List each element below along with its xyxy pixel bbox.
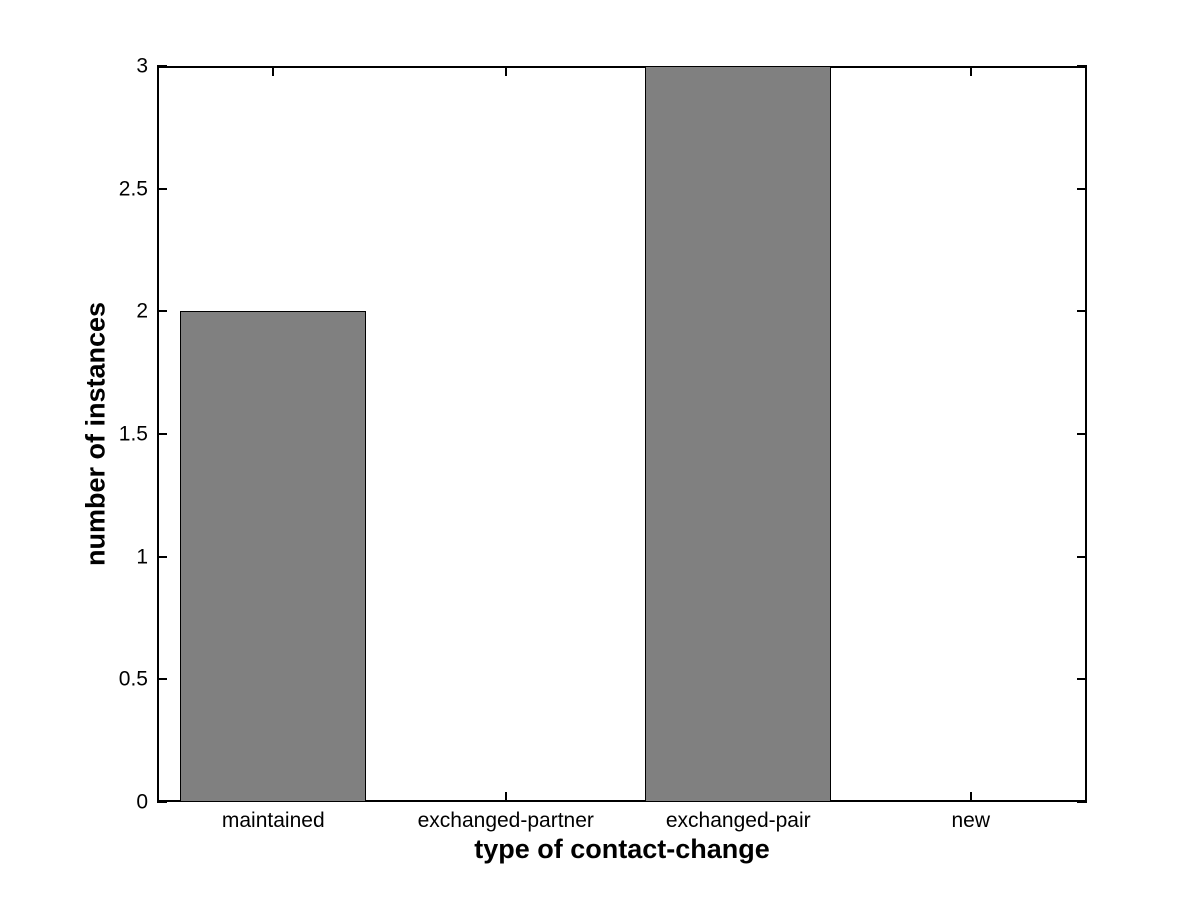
- x-tick-label: exchanged-partner: [417, 809, 594, 832]
- y-tick-right: [1077, 678, 1087, 681]
- y-tick-right: [1077, 801, 1087, 803]
- bar-maintained: [180, 311, 367, 802]
- y-tick-left: [157, 187, 167, 190]
- x-tick-label: maintained: [221, 809, 325, 832]
- x-tick-label: exchanged-pair: [665, 809, 811, 832]
- y-tick-label: 3: [136, 54, 148, 78]
- x-axis-label: type of contact-change: [474, 834, 770, 864]
- bar-exchanged-pair: [645, 66, 832, 802]
- y-tick-left: [157, 433, 167, 435]
- x-tick-label: new: [951, 809, 991, 832]
- y-tick-left: [157, 801, 167, 803]
- y-tick-right: [1077, 187, 1087, 190]
- x-tick-top: [969, 66, 972, 76]
- y-tick-label: 1.5: [118, 422, 148, 446]
- y-tick-label: 0: [136, 790, 148, 814]
- y-tick-left: [157, 310, 167, 313]
- y-tick-left: [157, 65, 167, 67]
- y-tick-label: 0.5: [118, 667, 148, 691]
- x-tick-bottom: [969, 792, 972, 802]
- y-tick-right: [1077, 65, 1087, 67]
- y-axis-label: number of instances: [80, 301, 111, 567]
- x-tick-top: [272, 66, 275, 76]
- x-tick-bottom: [504, 792, 507, 802]
- y-tick-label: 1: [136, 545, 148, 569]
- y-tick-label: 2: [136, 299, 148, 323]
- y-tick-right: [1077, 555, 1087, 558]
- y-tick-right: [1077, 310, 1087, 313]
- x-tick-top: [504, 66, 507, 76]
- y-tick-right: [1077, 433, 1087, 435]
- y-tick-left: [157, 555, 167, 558]
- y-tick-label: 2.5: [118, 177, 148, 201]
- y-tick-left: [157, 678, 167, 681]
